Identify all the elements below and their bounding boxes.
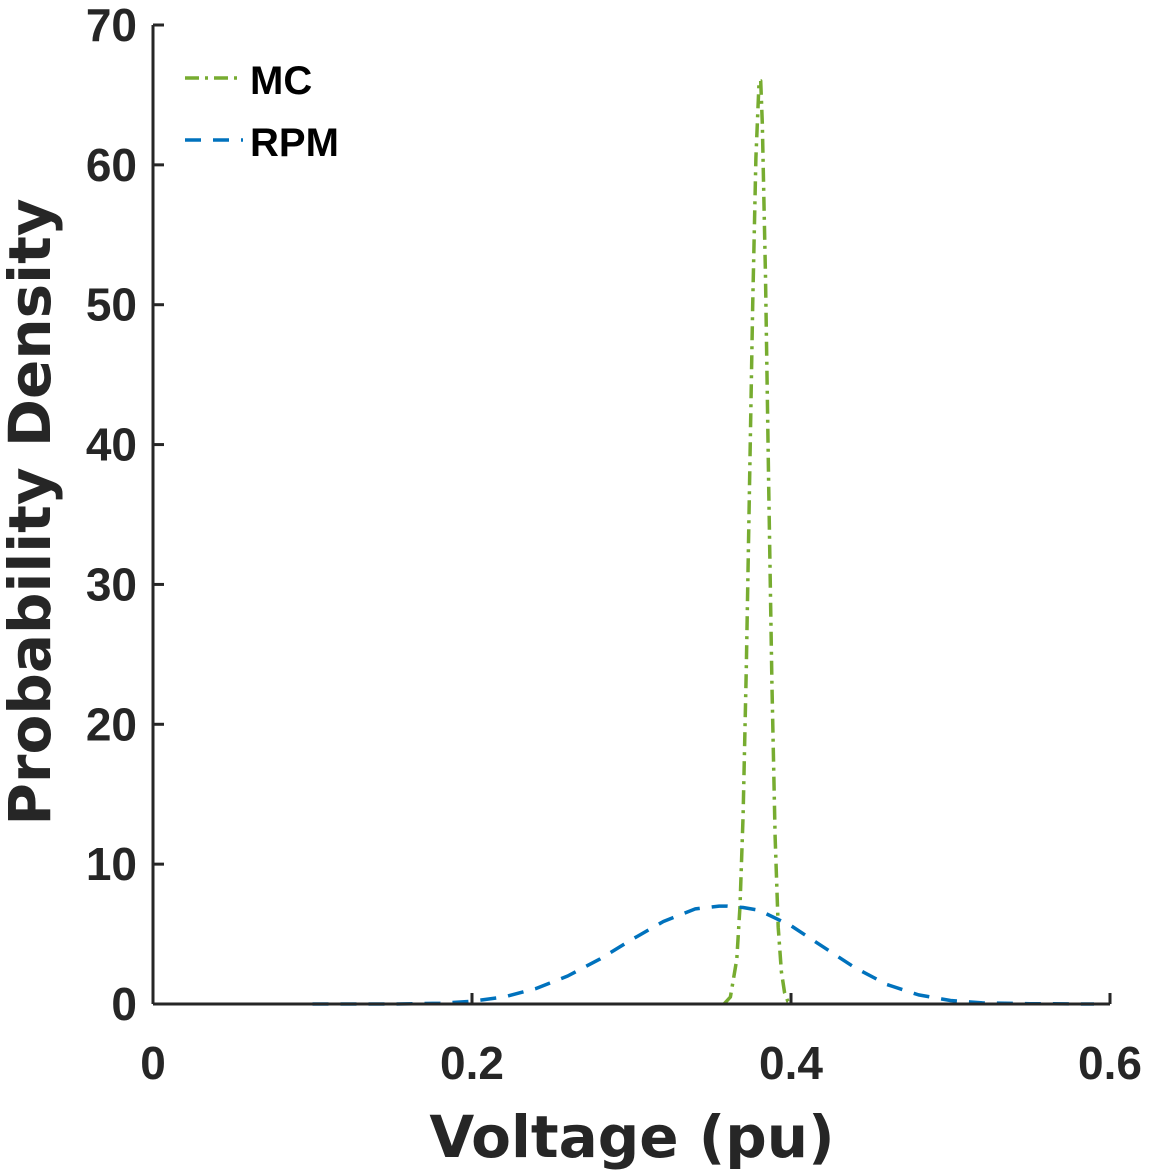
y-axis-label: Probability Density — [0, 198, 64, 825]
series-line-mc — [722, 79, 794, 1006]
series-line-rpm — [312, 904, 1095, 1006]
x-tick-label: 0.2 — [440, 1037, 504, 1089]
tick-layer: 0 0.2 0.4 0.6 0 10 20 30 40 50 60 70 — [86, 0, 1142, 1089]
x-tick-label: 0.4 — [759, 1037, 823, 1089]
legend-label-rpm: RPM — [250, 121, 339, 165]
y-tick-label: 40 — [86, 419, 137, 471]
y-tick-label: 50 — [86, 279, 137, 331]
y-tick-label: 20 — [86, 698, 137, 750]
legend-label-mc: MC — [250, 59, 312, 103]
y-tick-label: 0 — [111, 978, 137, 1030]
legend: MC RPM — [185, 59, 339, 165]
y-tick-label: 60 — [86, 139, 137, 191]
x-axis-label: Voltage (pu) — [429, 1103, 834, 1171]
y-tick-label: 30 — [86, 558, 137, 610]
axes-layer — [151, 25, 1110, 1006]
y-tick-label: 10 — [86, 838, 137, 890]
x-tick-label: 0.6 — [1078, 1037, 1142, 1089]
x-tick-label: 0 — [140, 1037, 166, 1089]
y-tick-label: 70 — [86, 0, 137, 51]
series-layer — [312, 79, 1095, 1006]
